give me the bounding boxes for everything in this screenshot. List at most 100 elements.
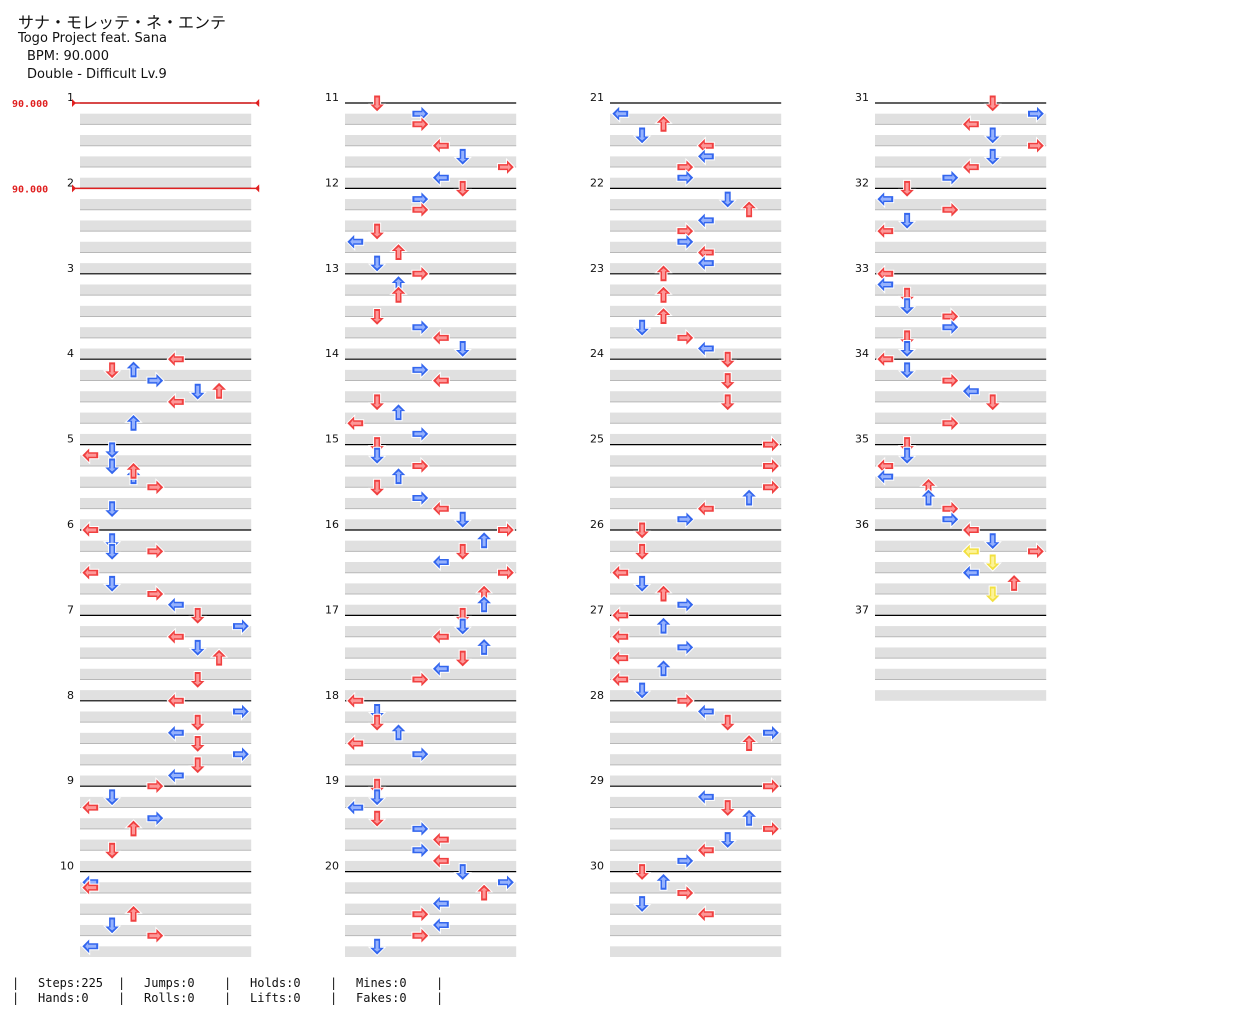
right-arrow-icon bbox=[146, 808, 165, 828]
right-arrow-icon bbox=[411, 819, 430, 839]
down-arrow-icon bbox=[367, 809, 387, 828]
measure-number: 33 bbox=[855, 262, 869, 275]
up-arrow-icon bbox=[739, 488, 759, 507]
down-arrow-icon bbox=[102, 361, 122, 380]
stats-separator: | bbox=[118, 976, 126, 990]
right-arrow-icon bbox=[411, 488, 430, 508]
stats-separator: | bbox=[12, 976, 20, 990]
right-arrow-icon bbox=[676, 168, 695, 187]
measure-grid: 1234567891011121314151617181920212223242… bbox=[60, 91, 1047, 957]
beat-band bbox=[80, 924, 252, 936]
measure-number: 7 bbox=[67, 603, 74, 616]
stats-separator: | bbox=[330, 991, 338, 1005]
beat-band bbox=[345, 690, 517, 701]
measure-37: 37 bbox=[855, 603, 1047, 701]
up-arrow-icon bbox=[209, 381, 229, 400]
down-arrow-icon bbox=[367, 788, 387, 807]
beat-band bbox=[875, 412, 1047, 424]
beat-band bbox=[610, 497, 782, 509]
beat-band bbox=[80, 135, 252, 146]
stats-separator: | bbox=[436, 976, 444, 990]
left-arrow-icon bbox=[961, 542, 980, 561]
measure-8: 8 bbox=[67, 689, 252, 787]
beat-band bbox=[80, 369, 252, 381]
bpm-start-cap bbox=[72, 184, 76, 193]
left-arrow-icon bbox=[961, 520, 980, 540]
measure-6: 6 bbox=[67, 518, 252, 616]
beat-band bbox=[345, 562, 517, 573]
beat-band bbox=[345, 583, 517, 595]
measure-13: 13 bbox=[325, 262, 517, 360]
up-arrow-icon bbox=[654, 584, 673, 603]
right-arrow-icon bbox=[232, 702, 251, 721]
measure-number: 29 bbox=[590, 774, 604, 787]
beat-band bbox=[345, 882, 517, 893]
measure-number: 18 bbox=[325, 689, 339, 702]
beat-band bbox=[345, 220, 517, 232]
beat-band bbox=[80, 626, 252, 637]
stats-separator: | bbox=[436, 991, 444, 1005]
right-arrow-icon bbox=[941, 168, 960, 187]
beat-band bbox=[610, 690, 782, 701]
beat-band bbox=[610, 284, 782, 296]
right-arrow-icon bbox=[232, 616, 251, 636]
measure-number: 17 bbox=[325, 603, 339, 616]
beat-band bbox=[80, 690, 252, 701]
down-arrow-icon bbox=[718, 372, 737, 391]
down-arrow-icon bbox=[102, 788, 122, 807]
down-arrow-icon bbox=[188, 756, 207, 775]
left-arrow-icon bbox=[696, 702, 715, 721]
bpm-start-cap bbox=[72, 99, 76, 107]
beat-band bbox=[345, 156, 517, 168]
stats-separator: | bbox=[224, 976, 232, 990]
measure-32: 32 bbox=[855, 176, 1047, 274]
measure-12: 12 bbox=[325, 176, 517, 274]
beat-band bbox=[610, 540, 782, 552]
bpm-end-cap bbox=[255, 99, 260, 107]
left-arrow-icon bbox=[696, 211, 715, 230]
beat-band bbox=[80, 668, 252, 680]
down-arrow-icon bbox=[983, 94, 1002, 113]
beat-band bbox=[875, 199, 1047, 210]
beat-band bbox=[875, 391, 1047, 402]
right-arrow-icon bbox=[411, 424, 430, 444]
left-arrow-icon bbox=[345, 414, 365, 433]
left-arrow-icon bbox=[166, 723, 185, 743]
song-bpm: BPM: 90.000 bbox=[27, 49, 109, 64]
measure-2: 2 bbox=[67, 176, 252, 274]
beat-band bbox=[610, 903, 782, 915]
beat-band bbox=[610, 711, 782, 723]
left-arrow-icon bbox=[166, 691, 185, 711]
down-arrow-icon bbox=[897, 297, 917, 316]
beat-band bbox=[80, 839, 252, 851]
down-arrow-icon bbox=[188, 671, 207, 690]
down-arrow-icon bbox=[453, 863, 472, 882]
down-arrow-icon bbox=[188, 638, 207, 658]
beat-band bbox=[610, 177, 782, 189]
measure-number: 19 bbox=[325, 774, 339, 787]
up-arrow-icon bbox=[654, 114, 673, 133]
measure-number: 27 bbox=[590, 603, 604, 616]
bpm-end-cap bbox=[255, 184, 260, 193]
right-arrow-icon bbox=[411, 115, 430, 134]
stat-mines: Mines:0 bbox=[356, 976, 407, 990]
down-arrow-icon bbox=[983, 553, 1002, 572]
up-arrow-icon bbox=[474, 594, 494, 614]
measure-24: 24 bbox=[590, 347, 782, 445]
down-arrow-icon bbox=[188, 382, 207, 401]
down-arrow-icon bbox=[102, 441, 122, 460]
down-arrow-icon bbox=[102, 574, 122, 594]
beat-band bbox=[345, 305, 517, 317]
stat-jumps: Jumps:0 bbox=[144, 976, 195, 990]
down-arrow-icon bbox=[453, 510, 472, 530]
left-arrow-icon bbox=[345, 798, 365, 817]
measure-15: 15 bbox=[325, 433, 517, 530]
stats-separator: | bbox=[330, 976, 338, 990]
left-arrow-icon bbox=[875, 221, 895, 241]
beat-band bbox=[345, 732, 517, 744]
beat-band bbox=[80, 199, 252, 210]
right-arrow-icon bbox=[146, 584, 165, 604]
beat-band bbox=[610, 412, 782, 424]
beat-band bbox=[80, 860, 252, 872]
beat-band bbox=[80, 604, 252, 616]
